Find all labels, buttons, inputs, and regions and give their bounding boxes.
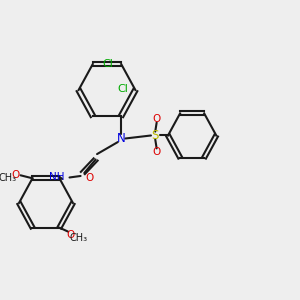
Text: NH: NH (49, 172, 64, 182)
Text: O: O (86, 173, 94, 183)
Text: O: O (11, 170, 20, 180)
Text: CH₃: CH₃ (70, 233, 88, 243)
Text: O: O (67, 230, 75, 240)
Text: O: O (152, 114, 161, 124)
Text: N: N (117, 132, 126, 145)
Text: Cl: Cl (117, 83, 128, 94)
Text: S: S (152, 129, 159, 142)
Text: O: O (152, 147, 161, 157)
Text: Cl: Cl (102, 59, 113, 69)
Text: CH₃: CH₃ (0, 173, 16, 183)
